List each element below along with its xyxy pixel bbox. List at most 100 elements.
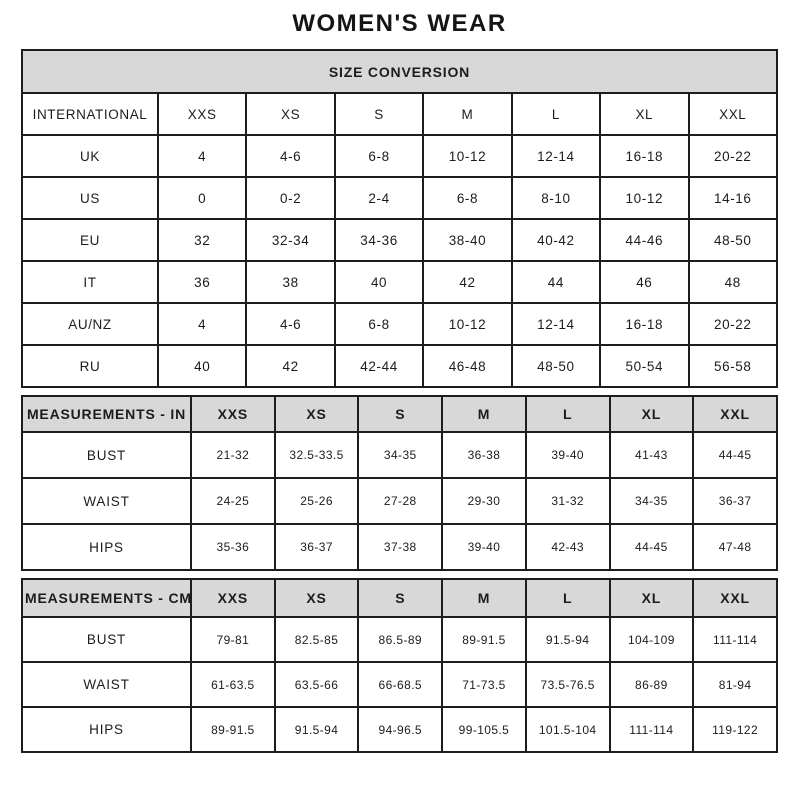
- size-conversion-table: SIZE CONVERSION INTERNATIONAL XXS XS S M L XL XX…: [21, 49, 779, 388]
- value-cell: 10-12: [422, 302, 513, 346]
- value-cell: 44-45: [608, 523, 695, 571]
- value-cell: 6-8: [422, 176, 513, 220]
- size-header-cell: L: [524, 395, 611, 433]
- size-header-cell: XXS: [190, 578, 276, 618]
- value-cell: 36-37: [273, 523, 360, 571]
- value-cell: 10-12: [422, 134, 513, 178]
- value-cell: 10-12: [599, 176, 690, 220]
- row-label-cell: WAIST: [21, 661, 192, 708]
- value-cell: 31-32: [524, 477, 611, 525]
- value-cell: 34-35: [357, 431, 444, 479]
- value-cell: 44-45: [692, 431, 778, 479]
- value-cell: 91.5-94: [524, 616, 611, 663]
- table-row: EU 32 32-34 34-36 38-40 40-42 44-46 48-50: [21, 218, 779, 262]
- row-label-cell: IT: [21, 260, 159, 304]
- value-cell: 111-114: [608, 706, 695, 753]
- value-cell: 82.5-85: [273, 616, 360, 663]
- value-cell: 35-36: [190, 523, 276, 571]
- size-header-cell: S: [357, 578, 444, 618]
- size-header-cell: XXS: [190, 395, 276, 433]
- table-row: BUST 79-81 82.5-85 86.5-89 89-91.5 91.5-94 104…: [21, 616, 778, 663]
- value-cell: 4: [156, 134, 248, 178]
- value-cell: 6-8: [333, 134, 425, 178]
- value-cell: 20-22: [687, 134, 779, 178]
- table-row: RU 40 42 42-44 46-48 48-50 50-54 56-58: [21, 344, 779, 388]
- value-cell: 20-22: [687, 302, 779, 346]
- row-label-cell: AU/NZ: [21, 302, 159, 346]
- size-header-cell: XL: [608, 578, 695, 618]
- value-cell: 44-46: [599, 218, 690, 262]
- value-cell: 86-89: [608, 661, 695, 708]
- value-cell: 48-50: [510, 344, 602, 388]
- value-cell: S: [333, 92, 425, 136]
- value-cell: 89-91.5: [441, 616, 527, 663]
- value-cell: 2-4: [333, 176, 425, 220]
- value-cell: 71-73.5: [441, 661, 527, 708]
- table-row: HIPS 89-91.5 91.5-94 94-96.5 99-105.5 101.5-1…: [21, 706, 778, 753]
- page-title: WOMEN'S WEAR: [292, 10, 507, 37]
- value-cell: 37-38: [357, 523, 444, 571]
- value-cell: XXS: [156, 92, 248, 136]
- size-header-cell: XS: [273, 395, 360, 433]
- row-label-cell: HIPS: [21, 523, 192, 571]
- size-header-cell: XXL: [692, 395, 778, 433]
- value-cell: 8-10: [510, 176, 602, 220]
- value-cell: 16-18: [599, 302, 690, 346]
- value-cell: 63.5-66: [273, 661, 360, 708]
- value-cell: 34-35: [608, 477, 695, 525]
- value-cell: 40-42: [510, 218, 602, 262]
- value-cell: 79-81: [190, 616, 276, 663]
- table-row: BUST 21-32 32.5-33.5 34-35 36-38 39-40 41-43 44…: [21, 431, 778, 479]
- size-chart-page: WOMEN'S WEAR SIZE CONVERSION INTERNATIONA…: [21, 10, 779, 753]
- size-header-cell: S: [357, 395, 444, 433]
- size-header-cell: XL: [608, 395, 695, 433]
- size-header-cell: L: [524, 578, 611, 618]
- value-cell: 12-14: [510, 302, 602, 346]
- value-cell: M: [422, 92, 513, 136]
- row-label-cell: RU: [21, 344, 159, 388]
- value-cell: 0: [156, 176, 248, 220]
- value-cell: 4-6: [245, 134, 336, 178]
- value-cell: 81-94: [692, 661, 778, 708]
- value-cell: 44: [510, 260, 602, 304]
- table-header-label: MEASUREMENTS - CM: [21, 578, 192, 618]
- row-label-cell: US: [21, 176, 159, 220]
- value-cell: 46-48: [422, 344, 513, 388]
- row-label-cell: WAIST: [21, 477, 192, 525]
- value-cell: 24-25: [190, 477, 276, 525]
- value-cell: 32.5-33.5: [273, 431, 360, 479]
- measurements-cm-table: MEASUREMENTS - CM XXS XS S M L XL XXL BUST 79-81 8…: [21, 578, 778, 753]
- table-title: SIZE CONVERSION: [21, 49, 778, 94]
- value-cell: 89-91.5: [190, 706, 276, 753]
- row-label-cell: INTERNATIONAL: [21, 92, 159, 136]
- table-row: HIPS 35-36 36-37 37-38 39-40 42-43 44-45 47-48: [21, 523, 778, 571]
- row-label-cell: BUST: [21, 616, 192, 663]
- value-cell: 61-63.5: [190, 661, 276, 708]
- value-cell: L: [510, 92, 602, 136]
- value-cell: 86.5-89: [357, 616, 444, 663]
- table-row: UK 4 4-6 6-8 10-12 12-14 16-18 20-22: [21, 134, 779, 178]
- value-cell: 73.5-76.5: [524, 661, 611, 708]
- value-cell: 0-2: [245, 176, 336, 220]
- value-cell: 27-28: [357, 477, 444, 525]
- size-header-cell: XS: [273, 578, 360, 618]
- value-cell: 38: [245, 260, 336, 304]
- value-cell: 56-58: [687, 344, 779, 388]
- value-cell: 32: [156, 218, 248, 262]
- value-cell: 16-18: [599, 134, 690, 178]
- value-cell: 6-8: [333, 302, 425, 346]
- table-row: INTERNATIONAL XXS XS S M L XL XXL: [21, 92, 779, 136]
- row-label-cell: HIPS: [21, 706, 192, 753]
- value-cell: 38-40: [422, 218, 513, 262]
- value-cell: 40: [156, 344, 248, 388]
- value-cell: 4: [156, 302, 248, 346]
- value-cell: 47-48: [692, 523, 778, 571]
- value-cell: 66-68.5: [357, 661, 444, 708]
- value-cell: XXL: [687, 92, 779, 136]
- value-cell: 46: [599, 260, 690, 304]
- table-header-row: MEASUREMENTS - IN XXS XS S M L XL XXL: [21, 395, 778, 433]
- value-cell: 42: [422, 260, 513, 304]
- table-row: WAIST 24-25 25-26 27-28 29-30 31-32 34-35 36-37: [21, 477, 778, 525]
- value-cell: 36-38: [441, 431, 527, 479]
- value-cell: 41-43: [608, 431, 695, 479]
